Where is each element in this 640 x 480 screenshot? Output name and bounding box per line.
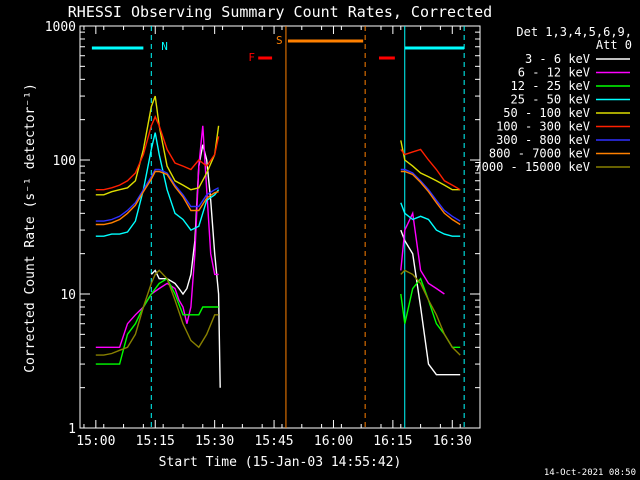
x-tick-label: 15:15 bbox=[136, 434, 175, 449]
x-tick-label: 16:30 bbox=[433, 434, 472, 449]
series-line-100-300-kev bbox=[400, 148, 461, 191]
night-label: N bbox=[161, 40, 168, 53]
series-line-300-800-kev bbox=[400, 168, 461, 222]
x-axis-label: Start Time (15-Jan-03 14:55:42) bbox=[159, 455, 402, 470]
plot-frame bbox=[79, 25, 481, 429]
legend-label: 800 - 7000 keV bbox=[489, 147, 590, 161]
series-line-100-300-kev bbox=[95, 115, 220, 191]
flare-label: F bbox=[248, 51, 255, 64]
x-tick-label: 16:15 bbox=[373, 434, 412, 449]
legend-label: 3 - 6 keV bbox=[525, 52, 590, 66]
series-line-7000-15000-kev bbox=[95, 269, 219, 356]
series-layer bbox=[95, 95, 461, 388]
series-line-50-100-kev bbox=[400, 140, 461, 191]
series-line-800-7000-kev bbox=[95, 170, 219, 226]
axis-layer: 1 10 100 1000 15:00 15:15 15:30 15:45 16:00 16:15… bbox=[45, 20, 480, 449]
legend-label: 7000 - 15000 keV bbox=[474, 160, 590, 174]
legend-label: 25 - 50 keV bbox=[511, 93, 590, 107]
legend-label: 6 - 12 keV bbox=[518, 66, 590, 80]
series-line-7000-15000-kev bbox=[400, 269, 461, 356]
series-line-50-100-kev bbox=[95, 95, 220, 196]
y-tick-label: 1000 bbox=[45, 20, 76, 35]
series-line-3-6-kev bbox=[400, 229, 461, 376]
legend-header: Det 1,3,4,5,6,9, bbox=[516, 25, 632, 39]
series-line-3-6-kev bbox=[150, 144, 221, 388]
annotation-layer: N S F bbox=[91, 26, 465, 428]
legend-label: 12 - 25 keV bbox=[511, 79, 590, 93]
series-line-25-50-kev bbox=[400, 202, 461, 237]
y-axis-label: Corrected Count Rate (s⁻¹ detector⁻¹) bbox=[23, 83, 38, 373]
x-tick-label: 15:45 bbox=[254, 434, 293, 449]
saa-label: S bbox=[276, 34, 283, 47]
y-tick-label: 1 bbox=[68, 422, 76, 437]
series-line-300-800-kev bbox=[95, 168, 219, 222]
series-line-25-50-kev bbox=[95, 132, 220, 237]
footer-timestamp: 14-Oct-2021 08:50 bbox=[544, 468, 636, 478]
x-tick-label: 15:30 bbox=[195, 434, 234, 449]
legend-label: 100 - 300 keV bbox=[496, 120, 590, 134]
plot-border bbox=[79, 25, 481, 429]
series-line-6-12-kev bbox=[95, 125, 219, 348]
legend-attenuator: Att 0 bbox=[596, 38, 632, 52]
y-tick-label: 10 bbox=[60, 288, 76, 303]
legend-label: 50 - 100 keV bbox=[503, 106, 590, 120]
series-line-6-12-kev bbox=[400, 210, 445, 295]
legend-label: 300 - 800 keV bbox=[496, 133, 590, 147]
y-tick-label: 100 bbox=[53, 154, 76, 169]
x-tick-label: 15:00 bbox=[76, 434, 115, 449]
chart-title: RHESSI Observing Summary Count Rates, Co… bbox=[68, 3, 492, 21]
x-tick-label: 16:00 bbox=[314, 434, 353, 449]
series-line-12-25-kev bbox=[95, 277, 219, 365]
series-line-800-7000-kev bbox=[400, 170, 461, 226]
